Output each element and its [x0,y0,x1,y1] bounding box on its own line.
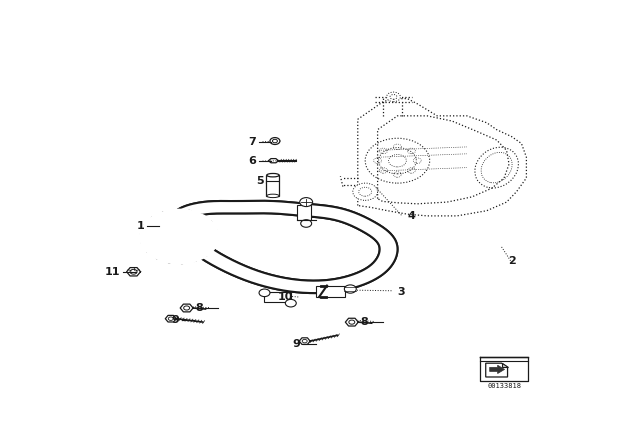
Polygon shape [346,318,358,326]
Polygon shape [300,338,310,345]
Polygon shape [490,365,504,374]
Text: 1: 1 [137,221,145,231]
Bar [316,286,346,297]
Polygon shape [486,363,508,377]
Circle shape [139,209,220,264]
Circle shape [344,285,356,293]
Ellipse shape [267,194,279,198]
Ellipse shape [267,173,279,177]
Circle shape [301,220,312,227]
Circle shape [270,138,280,145]
Text: 7: 7 [248,137,256,147]
Text: 2: 2 [508,256,515,266]
Bar [266,175,279,196]
Polygon shape [165,315,176,322]
Polygon shape [502,363,508,367]
Text: 8: 8 [360,317,367,327]
Bar [297,204,311,220]
Circle shape [300,198,312,207]
Circle shape [259,289,270,297]
Circle shape [353,183,378,200]
Text: 11: 11 [105,267,121,277]
Circle shape [285,299,296,307]
Text: 3: 3 [397,287,405,297]
Text: 6: 6 [248,156,256,166]
Polygon shape [170,201,397,293]
Polygon shape [180,304,193,312]
Text: 00133818: 00133818 [487,383,521,388]
Polygon shape [127,267,141,276]
Text: 9: 9 [172,315,179,325]
Text: 9: 9 [293,339,301,349]
Text: 10: 10 [278,292,294,302]
Text: 5: 5 [256,177,264,186]
Text: 4: 4 [408,211,415,221]
Circle shape [387,92,401,102]
Text: 8: 8 [195,303,203,313]
Bar [264,292,291,302]
